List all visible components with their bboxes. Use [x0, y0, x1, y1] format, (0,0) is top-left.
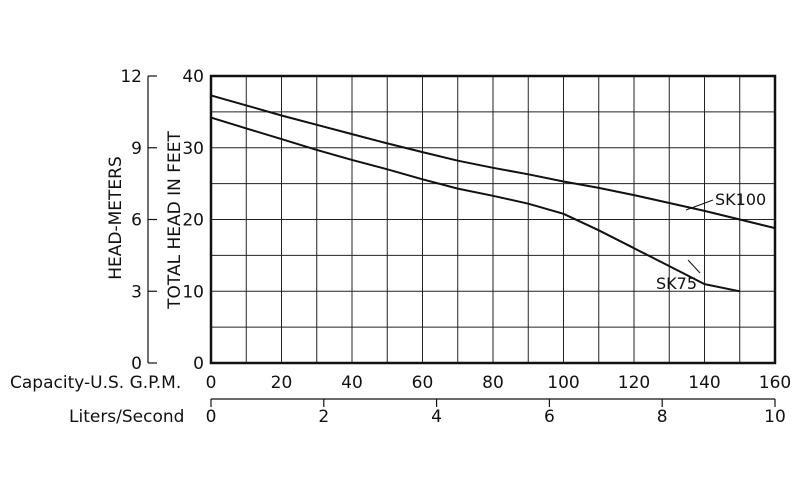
x2-axis-label: Liters/Second — [69, 407, 184, 427]
series-label-sk100: SK100 — [715, 190, 766, 209]
x-tick-label: 140 — [688, 373, 720, 393]
y2-tick-label: 6 — [131, 211, 142, 231]
y-tick-label: 20 — [182, 211, 204, 231]
grid — [211, 76, 775, 363]
x2-tick-label: 0 — [206, 407, 217, 427]
x2-tick-label: 8 — [657, 407, 668, 427]
y2-tick-label: 9 — [131, 139, 142, 159]
x-tick-label: 60 — [412, 373, 434, 393]
y2-tick-label: 12 — [120, 67, 142, 87]
x-tick-label: 100 — [547, 373, 579, 393]
x2-tick-label: 6 — [544, 407, 555, 427]
y2-tick-label: 3 — [131, 282, 142, 302]
series-leader-sk100 — [685, 199, 714, 211]
plot-frame — [209, 74, 777, 365]
series-leader-sk75 — [687, 259, 701, 274]
series-label-sk75: SK75 — [656, 274, 697, 293]
x-tick-label: 80 — [482, 373, 504, 393]
series-line-sk75 — [210, 116, 740, 293]
y-tick-label: 10 — [182, 282, 204, 302]
x-tick-label: 120 — [618, 373, 650, 393]
x2-tick-label: 10 — [764, 407, 786, 427]
x-tick-label: 160 — [759, 373, 791, 393]
y-tick-label: 0 — [193, 354, 204, 374]
x2-tick-label: 2 — [318, 407, 329, 427]
x-tick-label: 0 — [206, 373, 217, 393]
curves — [210, 94, 776, 293]
y2-axis-label: HEAD-METERS — [106, 156, 126, 280]
y-tick-label: 30 — [182, 139, 204, 159]
x2-tick-label: 4 — [431, 407, 442, 427]
y2-tick-label: 0 — [131, 354, 142, 374]
x-axis-label: Capacity-U.S. G.P.M. — [10, 373, 181, 393]
x-tick-label: 40 — [341, 373, 363, 393]
series-line-sk100 — [210, 94, 776, 230]
y-axis-label: TOTAL HEAD IN FEET — [165, 131, 185, 310]
x-tick-label: 20 — [271, 373, 293, 393]
y-tick-label: 40 — [182, 67, 204, 87]
